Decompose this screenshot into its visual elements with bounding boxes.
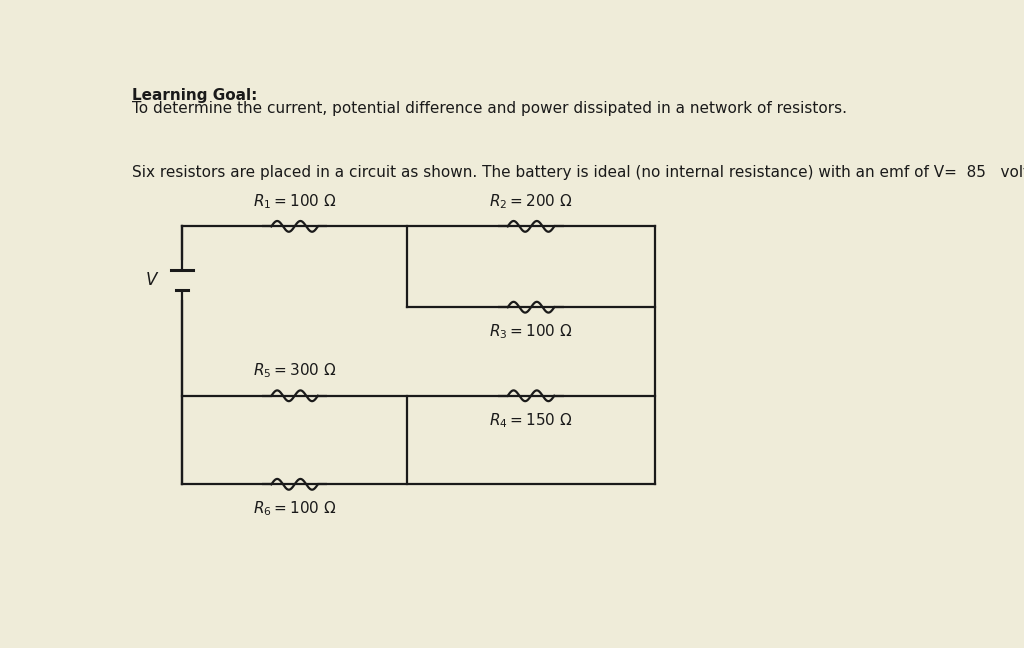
Text: To determine the current, potential difference and power dissipated in a network: To determine the current, potential diff… — [132, 101, 847, 116]
Text: $R_6 = 100\ \Omega$: $R_6 = 100\ \Omega$ — [253, 500, 337, 518]
Text: $R_5 = 300\ \Omega$: $R_5 = 300\ \Omega$ — [253, 362, 337, 380]
Text: $R_1 = 100\ \Omega$: $R_1 = 100\ \Omega$ — [253, 192, 337, 211]
Text: Learning Goal:: Learning Goal: — [132, 87, 257, 103]
Text: Six resistors are placed in a circuit as shown. The battery is ideal (no interna: Six resistors are placed in a circuit as… — [132, 165, 1024, 179]
Text: $R_2 = 200\ \Omega$: $R_2 = 200\ \Omega$ — [489, 192, 572, 211]
Text: $R_3 = 100\ \Omega$: $R_3 = 100\ \Omega$ — [489, 323, 572, 341]
Text: $V$: $V$ — [144, 272, 159, 289]
Text: $R_4 = 150\ \Omega$: $R_4 = 150\ \Omega$ — [489, 411, 572, 430]
